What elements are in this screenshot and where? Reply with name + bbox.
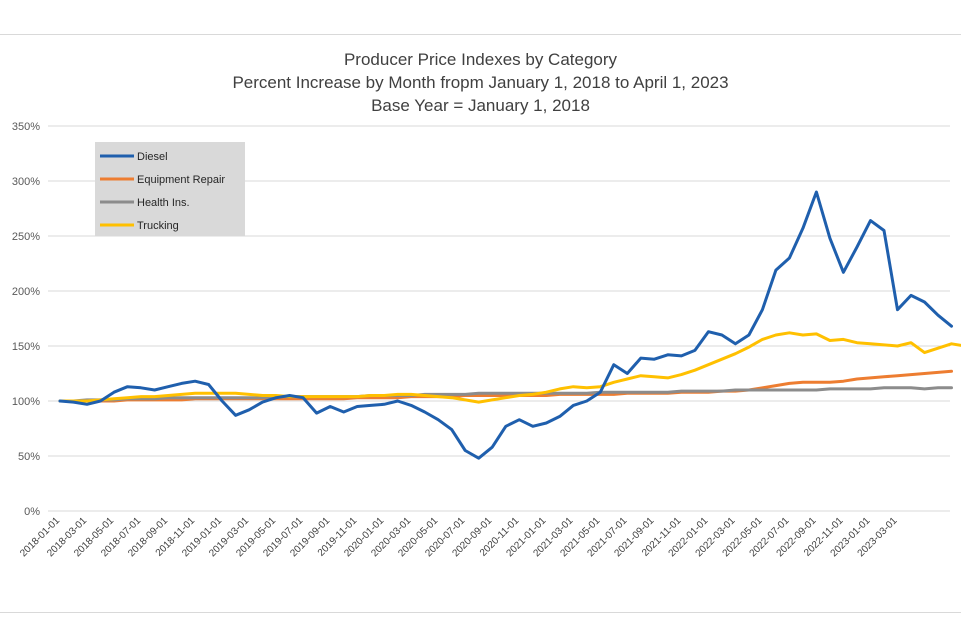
y-tick-label: 200% [12,286,40,298]
x-axis-tick-labels: 2018-01-012018-03-012018-05-012018-07-01… [18,515,900,559]
series-lines [58,190,961,460]
chart-subtitle-base-year: Base Year = January 1, 2018 [371,96,590,115]
legend: Diesel Equipment Repair Health Ins. Truckin… [95,142,245,236]
legend-box [95,142,245,236]
gridlines [48,125,950,512]
series-line-health-ins [58,386,953,403]
y-tick-label: 250% [12,231,40,243]
chart-title: Producer Price Indexes by Category [343,50,618,69]
y-axis-tick-labels: 0% 50% 100% 150% 200% 250% 300% 350% [12,121,40,518]
chart-title-block: Producer Price Indexes by Category Perce… [0,48,961,117]
legend-entry: Diesel [137,151,168,163]
y-tick-label: 150% [12,341,40,353]
y-tick-label: 100% [12,396,40,408]
top-border [0,34,961,35]
legend-entry: Equipment Repair [137,174,225,186]
chart-subtitle: Percent Increase by Month fropm January … [232,73,729,92]
series-line-trucking [58,331,961,404]
legend-entry: Trucking [137,220,179,232]
series-line-diesel [58,190,953,460]
y-tick-label: 0% [24,506,40,518]
y-tick-label: 300% [12,176,40,188]
bottom-border [0,612,961,613]
legend-entry: Health Ins. [137,197,190,209]
y-tick-label: 50% [18,451,40,463]
y-tick-label: 350% [12,121,40,133]
